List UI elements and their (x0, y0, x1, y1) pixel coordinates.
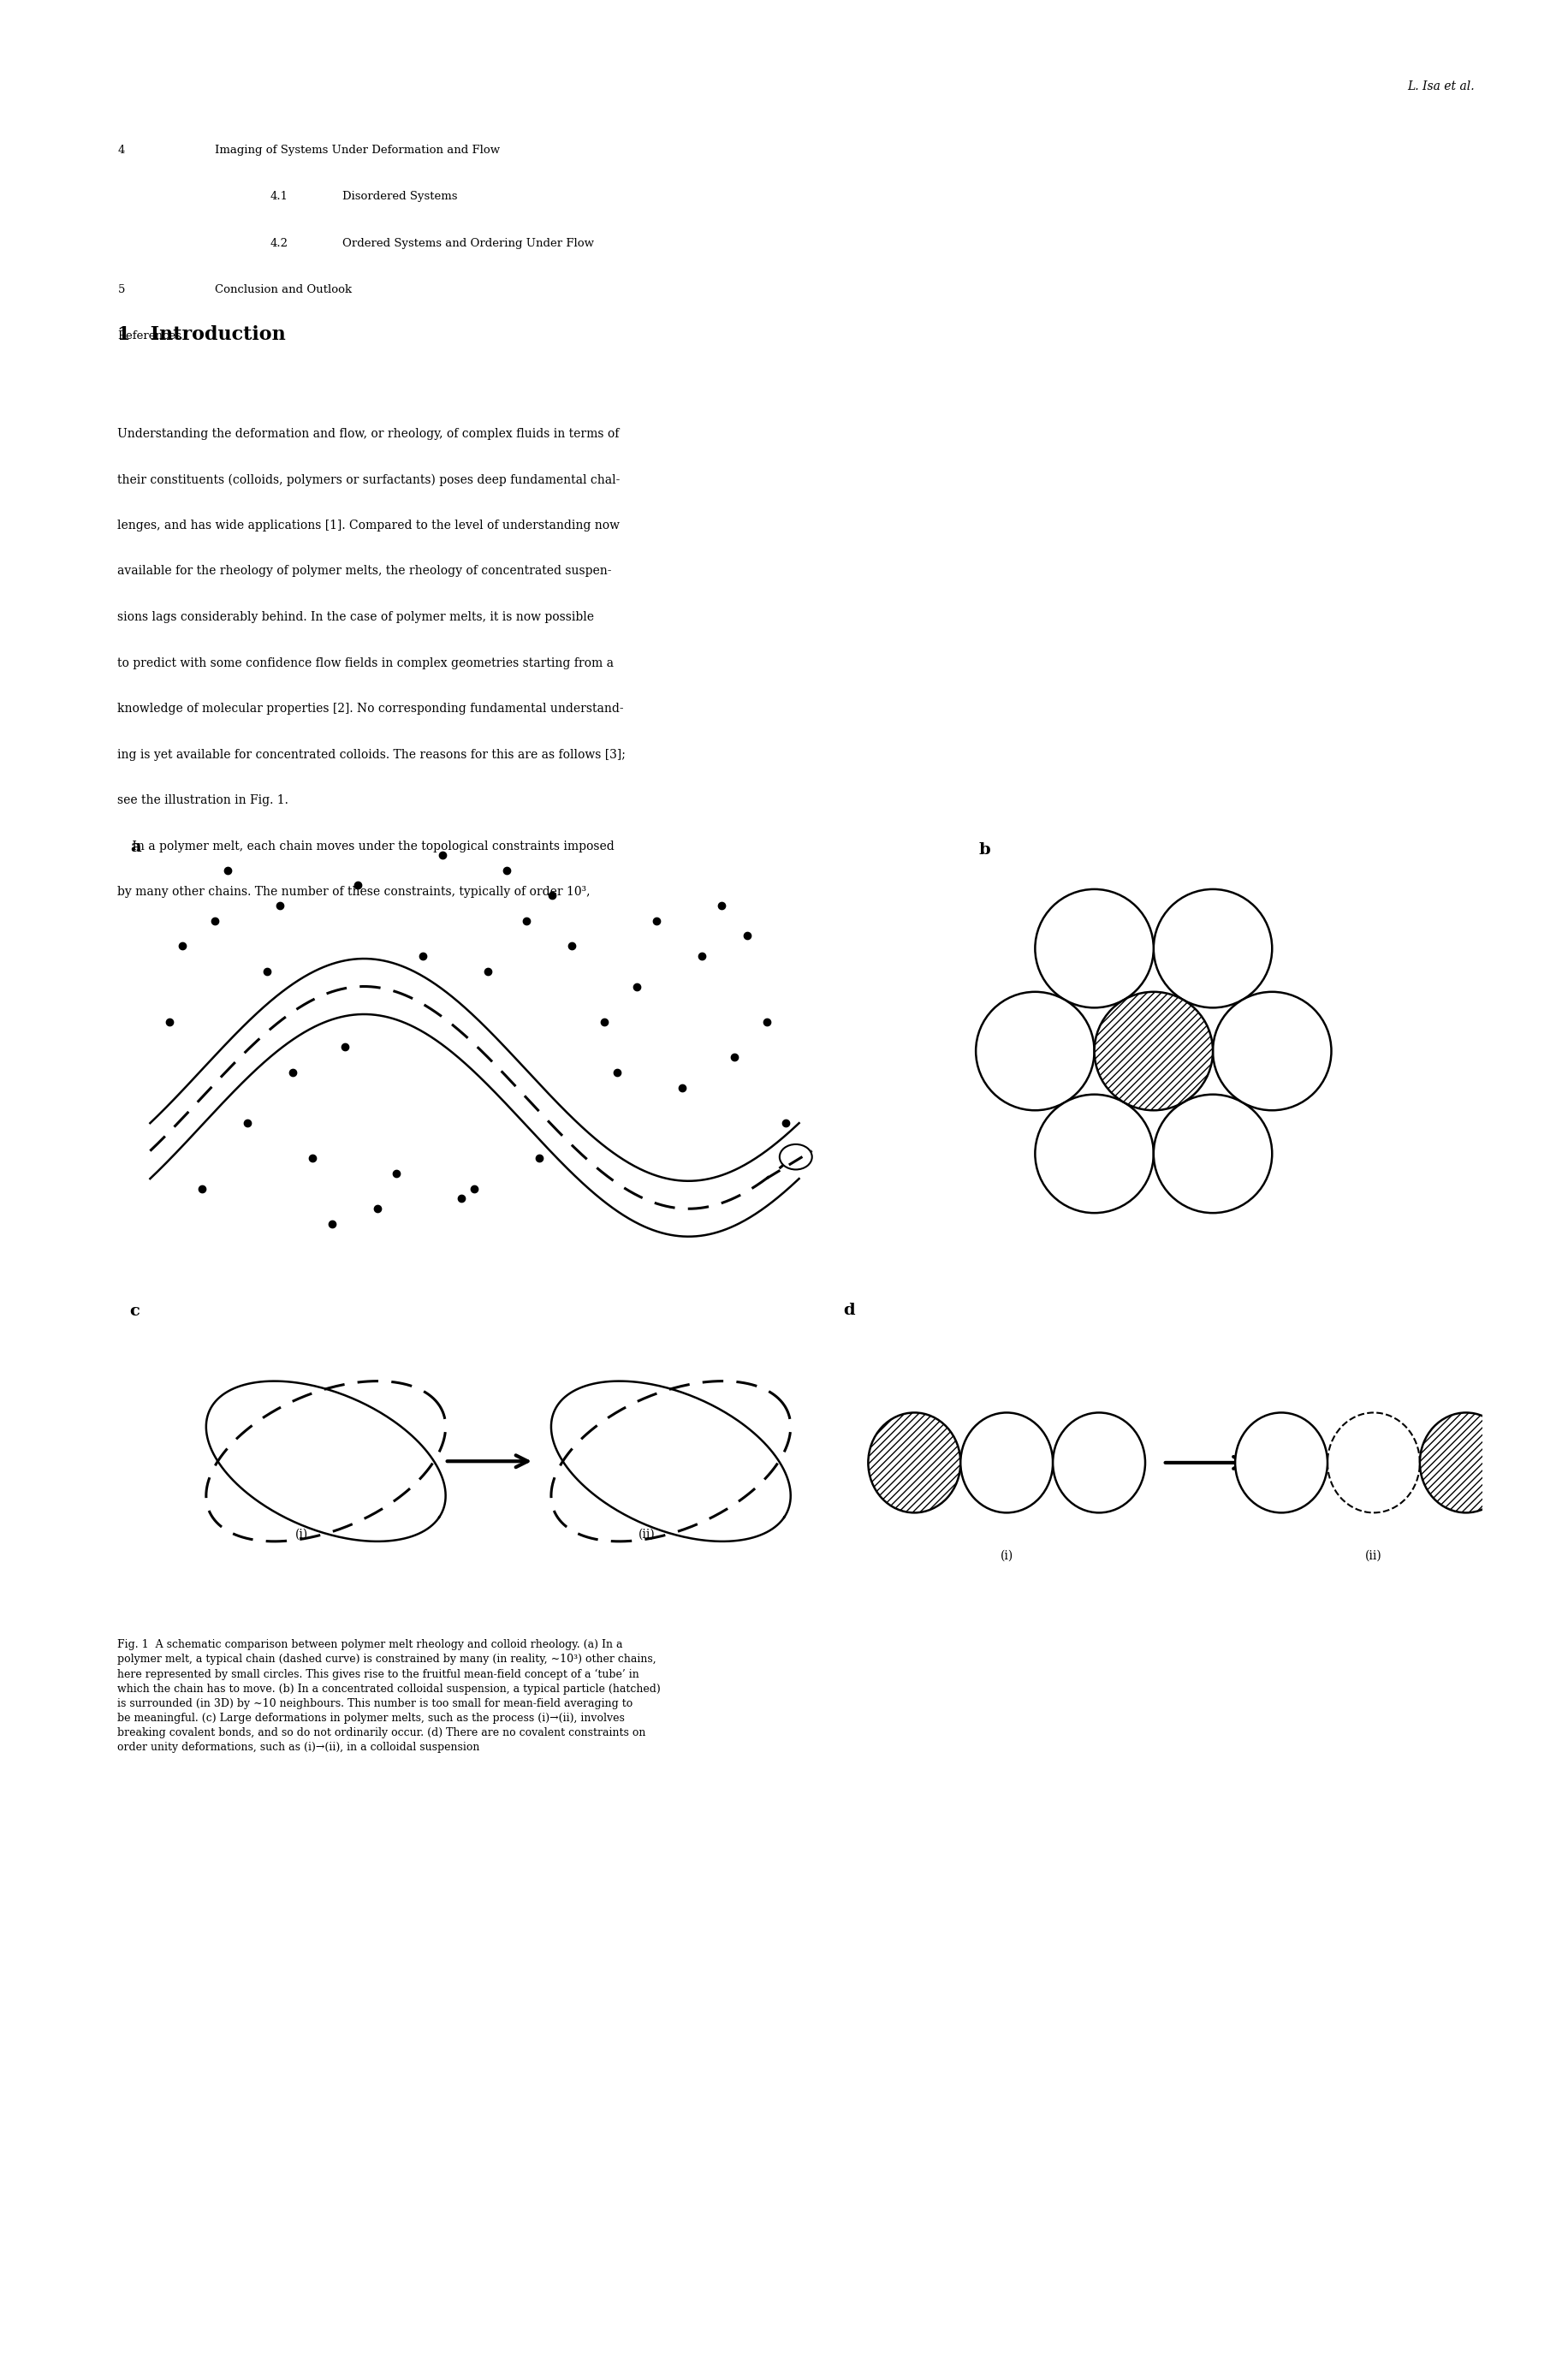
Circle shape (1035, 889, 1152, 1007)
Text: 5: 5 (118, 285, 125, 295)
Text: Imaging of Systems Under Deformation and Flow: Imaging of Systems Under Deformation and… (215, 145, 500, 157)
Text: 4.2: 4.2 (270, 238, 287, 249)
Circle shape (960, 1414, 1052, 1514)
Circle shape (1152, 889, 1272, 1007)
Text: c: c (130, 1304, 140, 1319)
Text: (i): (i) (1000, 1549, 1013, 1561)
Text: In a polymer melt, each chain moves under the topological constraints imposed: In a polymer melt, each chain moves unde… (118, 841, 615, 853)
Text: References: References (118, 330, 182, 342)
Text: available for the rheology of polymer melts, the rheology of concentrated suspen: available for the rheology of polymer me… (118, 565, 612, 577)
Text: d: d (844, 1302, 855, 1319)
Text: Fig. 1  A schematic comparison between polymer melt rheology and colloid rheolog: Fig. 1 A schematic comparison between po… (118, 1639, 660, 1753)
Text: knowledge of molecular properties [2]. No corresponding fundamental understand-: knowledge of molecular properties [2]. N… (118, 703, 624, 715)
Circle shape (1152, 1095, 1272, 1214)
Text: ing is yet available for concentrated colloids. The reasons for this are as foll: ing is yet available for concentrated co… (118, 748, 626, 760)
Text: Ordered Systems and Ordering Under Flow: Ordered Systems and Ordering Under Flow (342, 238, 593, 249)
Text: Understanding the deformation and flow, or rheology, of complex fluids in terms : Understanding the deformation and flow, … (118, 428, 619, 440)
Circle shape (1035, 1095, 1152, 1214)
Circle shape (779, 1145, 812, 1169)
Text: (ii): (ii) (1364, 1549, 1381, 1561)
Text: 4.1: 4.1 (270, 192, 287, 202)
Circle shape (1094, 991, 1212, 1110)
Text: b: b (978, 843, 989, 858)
Text: (i): (i) (295, 1528, 309, 1540)
Text: Conclusion and Outlook: Conclusion and Outlook (215, 285, 351, 295)
Circle shape (1212, 991, 1331, 1110)
Circle shape (1419, 1414, 1512, 1514)
Text: L. Isa et al.: L. Isa et al. (1406, 81, 1474, 93)
Text: to predict with some confidence flow fields in complex geometries starting from : to predict with some confidence flow fie… (118, 656, 613, 670)
Text: Disordered Systems: Disordered Systems (342, 192, 456, 202)
Text: 1   Introduction: 1 Introduction (118, 326, 285, 345)
Text: (ii): (ii) (638, 1528, 655, 1540)
Circle shape (1234, 1414, 1327, 1514)
Text: a: a (130, 841, 141, 855)
Text: sions lags considerably behind. In the case of polymer melts, it is now possible: sions lags considerably behind. In the c… (118, 611, 594, 623)
Text: by many other chains. The number of these constraints, typically of order 10³,: by many other chains. The number of thes… (118, 886, 590, 898)
Text: their constituents (colloids, polymers or surfactants) poses deep fundamental ch: their constituents (colloids, polymers o… (118, 473, 619, 485)
Text: 4: 4 (118, 145, 125, 157)
Text: lenges, and has wide applications [1]. Compared to the level of understanding no: lenges, and has wide applications [1]. C… (118, 520, 619, 532)
Text: see the illustration in Fig. 1.: see the illustration in Fig. 1. (118, 794, 289, 805)
Circle shape (975, 991, 1094, 1110)
Circle shape (1052, 1414, 1145, 1514)
Circle shape (867, 1414, 960, 1514)
